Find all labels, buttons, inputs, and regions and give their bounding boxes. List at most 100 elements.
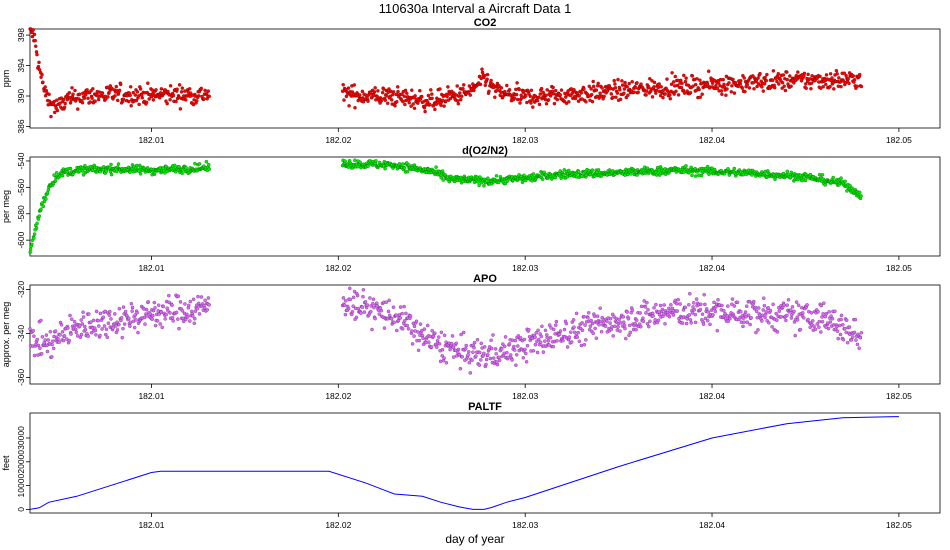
data-point bbox=[127, 99, 131, 104]
data-point bbox=[454, 341, 458, 346]
panel-title-paltf: PALTF bbox=[468, 401, 502, 413]
data-point bbox=[531, 105, 535, 109]
data-point bbox=[683, 305, 688, 310]
data-point bbox=[394, 313, 398, 317]
data-point bbox=[478, 82, 483, 87]
data-point bbox=[668, 93, 672, 97]
data-point bbox=[598, 306, 602, 310]
data-point bbox=[505, 179, 510, 183]
data-point bbox=[735, 300, 740, 305]
data-point bbox=[341, 82, 345, 87]
data-point bbox=[130, 309, 134, 313]
data-point bbox=[429, 345, 434, 349]
data-point bbox=[146, 300, 151, 304]
data-point bbox=[503, 335, 508, 339]
data-point bbox=[839, 176, 843, 180]
data-point bbox=[579, 343, 584, 348]
data-point bbox=[660, 307, 665, 312]
data-point bbox=[494, 352, 498, 356]
data-point bbox=[733, 80, 738, 85]
data-point bbox=[709, 308, 714, 312]
data-point bbox=[44, 333, 49, 337]
data-point bbox=[569, 340, 574, 344]
data-point bbox=[420, 328, 424, 333]
data-point bbox=[412, 324, 417, 329]
data-point bbox=[117, 322, 121, 327]
data-point bbox=[494, 174, 499, 178]
data-point bbox=[36, 64, 41, 69]
data-point bbox=[818, 74, 822, 79]
data-point bbox=[841, 337, 846, 342]
data-point bbox=[93, 328, 98, 333]
data-point bbox=[705, 318, 710, 323]
data-point bbox=[405, 169, 410, 174]
data-point bbox=[402, 304, 406, 309]
data-point bbox=[398, 316, 403, 320]
data-point bbox=[537, 337, 541, 342]
data-point bbox=[548, 335, 553, 340]
data-point bbox=[641, 319, 646, 324]
data-point bbox=[184, 98, 188, 102]
data-point bbox=[62, 105, 67, 109]
data-point bbox=[207, 167, 212, 171]
data-point bbox=[140, 96, 145, 100]
data-point bbox=[497, 84, 501, 88]
data-point bbox=[400, 311, 404, 316]
data-point bbox=[667, 314, 672, 319]
data-point bbox=[404, 311, 408, 316]
data-point bbox=[688, 90, 693, 95]
data-point bbox=[100, 91, 105, 95]
data-point bbox=[57, 340, 62, 344]
data-point bbox=[624, 336, 628, 341]
data-point bbox=[702, 292, 706, 297]
plot-frame-o2n2 bbox=[29, 156, 941, 257]
data-point bbox=[163, 88, 168, 92]
data-point bbox=[203, 88, 207, 93]
y-tick-label-apo: -360 bbox=[16, 369, 26, 386]
data-point bbox=[28, 247, 33, 252]
data-point bbox=[771, 302, 775, 307]
data-point bbox=[639, 324, 643, 329]
data-point bbox=[143, 322, 147, 326]
data-point bbox=[608, 321, 612, 325]
data-point bbox=[32, 32, 37, 37]
data-point bbox=[584, 338, 588, 342]
data-point bbox=[32, 334, 36, 338]
data-point bbox=[732, 166, 737, 171]
data-point bbox=[80, 101, 85, 105]
data-point bbox=[346, 86, 351, 90]
data-point bbox=[813, 327, 818, 332]
data-point bbox=[625, 85, 629, 89]
data-point bbox=[83, 93, 88, 97]
data-point bbox=[703, 316, 708, 321]
data-point bbox=[777, 82, 781, 86]
data-point bbox=[191, 297, 196, 302]
data-point bbox=[596, 81, 600, 86]
data-point bbox=[170, 303, 174, 307]
data-point bbox=[781, 73, 786, 77]
data-point bbox=[820, 319, 825, 324]
data-point bbox=[193, 309, 198, 313]
data-point bbox=[348, 297, 353, 302]
data-point bbox=[506, 355, 510, 360]
data-point bbox=[739, 310, 743, 314]
data-point bbox=[614, 316, 618, 321]
data-point bbox=[516, 344, 520, 348]
data-point bbox=[503, 181, 508, 186]
data-point bbox=[588, 324, 593, 328]
data-point bbox=[450, 334, 455, 338]
data-point bbox=[33, 44, 38, 48]
data-point bbox=[576, 99, 581, 103]
data-point bbox=[45, 349, 50, 354]
data-point bbox=[55, 98, 59, 102]
data-point bbox=[174, 99, 178, 104]
data-point bbox=[347, 104, 351, 108]
data-point bbox=[359, 311, 363, 315]
y-tick-label-apo: -320 bbox=[16, 281, 26, 298]
data-point bbox=[91, 87, 95, 91]
data-point bbox=[688, 318, 693, 322]
data-point bbox=[525, 100, 529, 105]
data-point bbox=[589, 87, 593, 91]
data-point bbox=[623, 80, 627, 85]
data-point bbox=[644, 311, 648, 315]
